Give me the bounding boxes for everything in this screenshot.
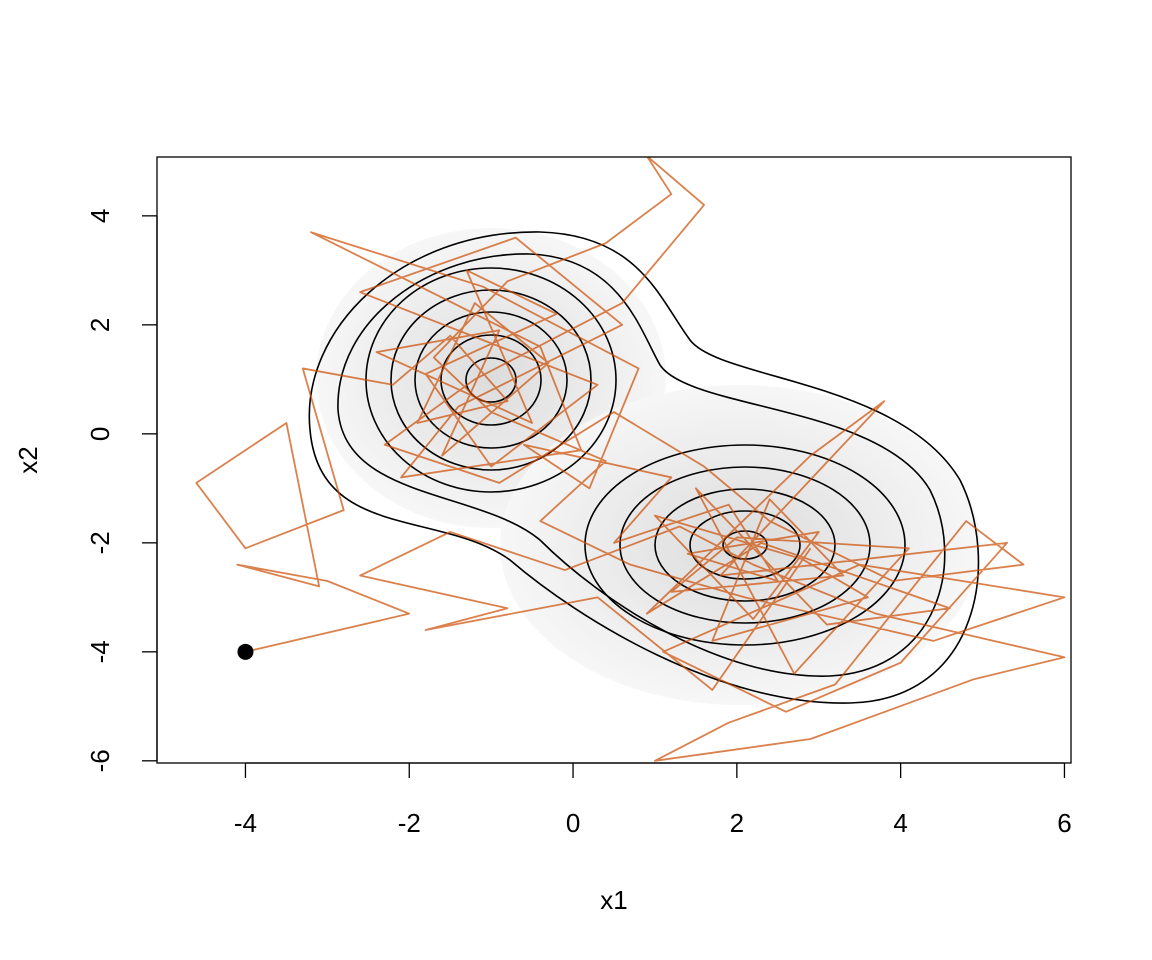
- contour: [654, 488, 836, 602]
- x-tick-label: -2: [398, 808, 421, 838]
- contour: [308, 231, 980, 704]
- trace-line: [195, 157, 1066, 762]
- contour: [414, 311, 568, 449]
- x-tick-label: 0: [566, 808, 580, 838]
- x-tick-label: 2: [730, 808, 744, 838]
- y-tick-label: -6: [85, 749, 115, 772]
- y-axis-label: x2: [13, 446, 43, 473]
- y-tick-label: 0: [85, 427, 115, 441]
- start-point: [237, 643, 254, 660]
- contour: [465, 357, 517, 403]
- x-tick-label: 4: [893, 808, 907, 838]
- contour: [440, 334, 542, 426]
- y-tick-label: 4: [85, 209, 115, 223]
- density-layer: [195, 157, 1066, 762]
- contour: [584, 444, 906, 646]
- x-axis-label: x1: [600, 885, 627, 915]
- x-tick-label: 6: [1057, 808, 1071, 838]
- y-tick-label: -4: [85, 640, 115, 663]
- y-tick-label: 2: [85, 318, 115, 332]
- x-tick-label: -4: [234, 808, 257, 838]
- trace-layer: [195, 157, 1066, 762]
- contour: [337, 253, 946, 677]
- y-tick-label: -2: [85, 531, 115, 554]
